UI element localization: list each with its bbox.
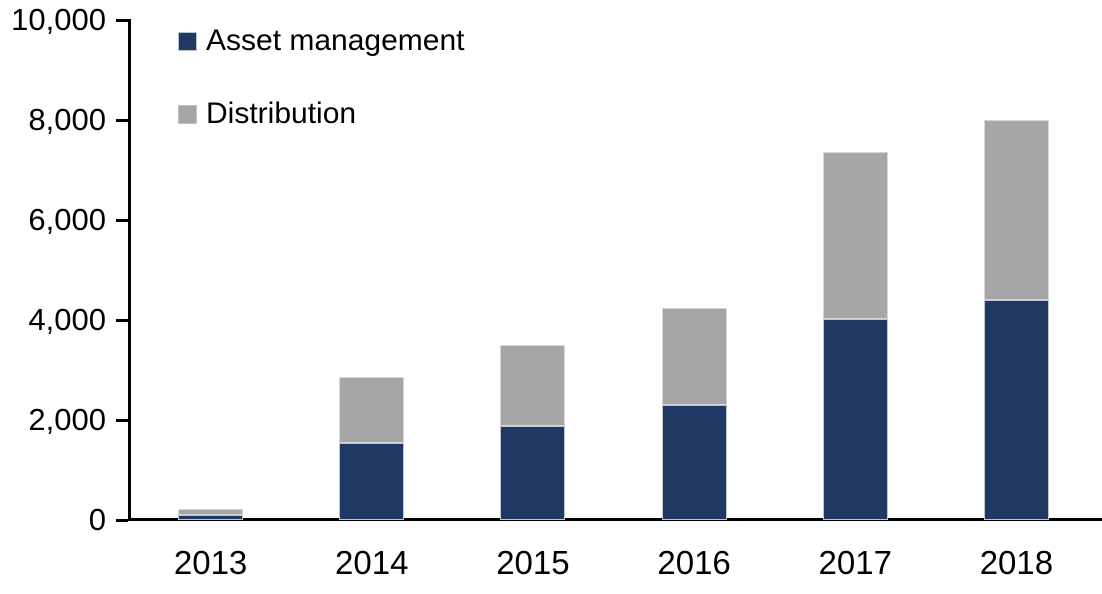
- x-tick-label-2017: 2017: [818, 544, 892, 581]
- legend-item-distribution: Distribution: [178, 99, 356, 129]
- legend-item-asset-management: Asset management: [178, 26, 464, 56]
- legend-swatch-distribution: [178, 104, 197, 124]
- y-tick-label-0: 0: [88, 502, 106, 537]
- bar-2015-distribution: [500, 345, 566, 426]
- y-tick-label-2000: 2,000: [28, 402, 106, 437]
- y-tick-mark-0: [116, 518, 128, 522]
- bar-2013-distribution: [178, 509, 244, 515]
- x-tick-label-2013: 2013: [173, 544, 248, 581]
- bar-2017-asset-management: [822, 318, 888, 520]
- bar-2013-asset-management: [178, 515, 244, 520]
- bar-2018-distribution: [983, 120, 1049, 300]
- bar-2016-asset-management: [661, 405, 727, 520]
- bar-2014-asset-management: [339, 442, 405, 520]
- y-tick-mark-2000: [116, 418, 128, 422]
- y-tick-mark-10000: [116, 18, 128, 22]
- bar-2015-asset-management: [500, 425, 566, 520]
- y-tick-mark-8000: [116, 118, 128, 122]
- y-tick-mark-4000: [116, 318, 128, 322]
- legend-swatch-asset-management: [178, 31, 197, 51]
- bar-2018-asset-management: [983, 300, 1049, 520]
- y-tick-label-8000: 8,000: [28, 102, 106, 137]
- x-tick-label-2016: 2016: [657, 544, 731, 581]
- bar-2017-distribution: [822, 151, 888, 319]
- y-tick-label-6000: 6,000: [28, 202, 106, 237]
- x-tick-label-2015: 2015: [496, 544, 570, 581]
- x-tick-label-2014: 2014: [335, 544, 409, 581]
- x-axis-line: [128, 518, 1102, 521]
- y-tick-mark-6000: [116, 218, 128, 222]
- y-tick-label-4000: 4,000: [28, 302, 106, 337]
- bar-2014-distribution: [339, 377, 405, 443]
- y-tick-label-10000: 10,000: [11, 2, 106, 37]
- legend-label-distribution: Distribution: [206, 97, 357, 130]
- x-tick-label-2018: 2018: [979, 544, 1054, 581]
- bar-2016-distribution: [661, 307, 727, 405]
- y-axis-line: [128, 19, 131, 521]
- legend-label-asset-management: Asset management: [206, 24, 465, 57]
